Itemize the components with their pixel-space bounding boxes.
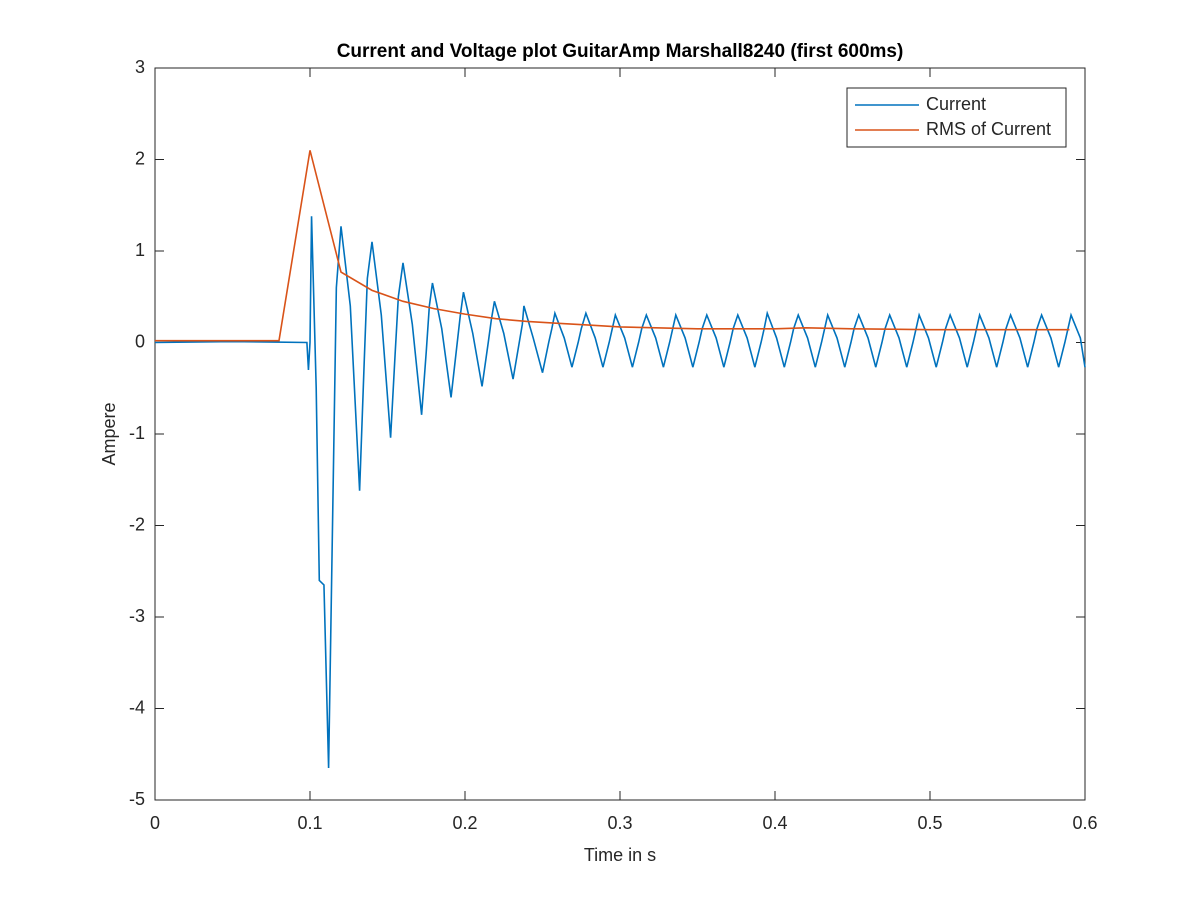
y-tick-label: -4 [129,697,145,717]
y-tick-label: -2 [129,514,145,534]
x-axis-label: Time in s [584,845,656,865]
y-tick-label: 0 [135,331,145,351]
y-tick-label: -3 [129,606,145,626]
y-tick-label: 3 [135,57,145,77]
series-line [154,216,1086,769]
legend-label: Current [926,94,986,114]
x-tick-label: 0.6 [1072,813,1097,833]
plot-frame [154,67,1086,801]
x-tick-label: 0.2 [452,813,477,833]
y-tick-label: 1 [135,240,145,260]
y-tick-label: -1 [129,423,145,443]
legend-box [846,87,1067,148]
y-axis-label: Ampere [99,402,119,465]
x-tick-label: 0.3 [607,813,632,833]
x-tick-label: 0.1 [297,813,322,833]
x-tick-label: 0.4 [762,813,787,833]
chart-title: Current and Voltage plot GuitarAmp Marsh… [337,41,904,62]
x-tick-label: 0.5 [917,813,942,833]
legend-label: RMS of Current [926,119,1051,139]
x-tick-label: 0 [150,813,160,833]
y-tick-label: 2 [135,148,145,168]
y-tick-label: -5 [129,789,145,809]
series-line [155,150,1070,342]
